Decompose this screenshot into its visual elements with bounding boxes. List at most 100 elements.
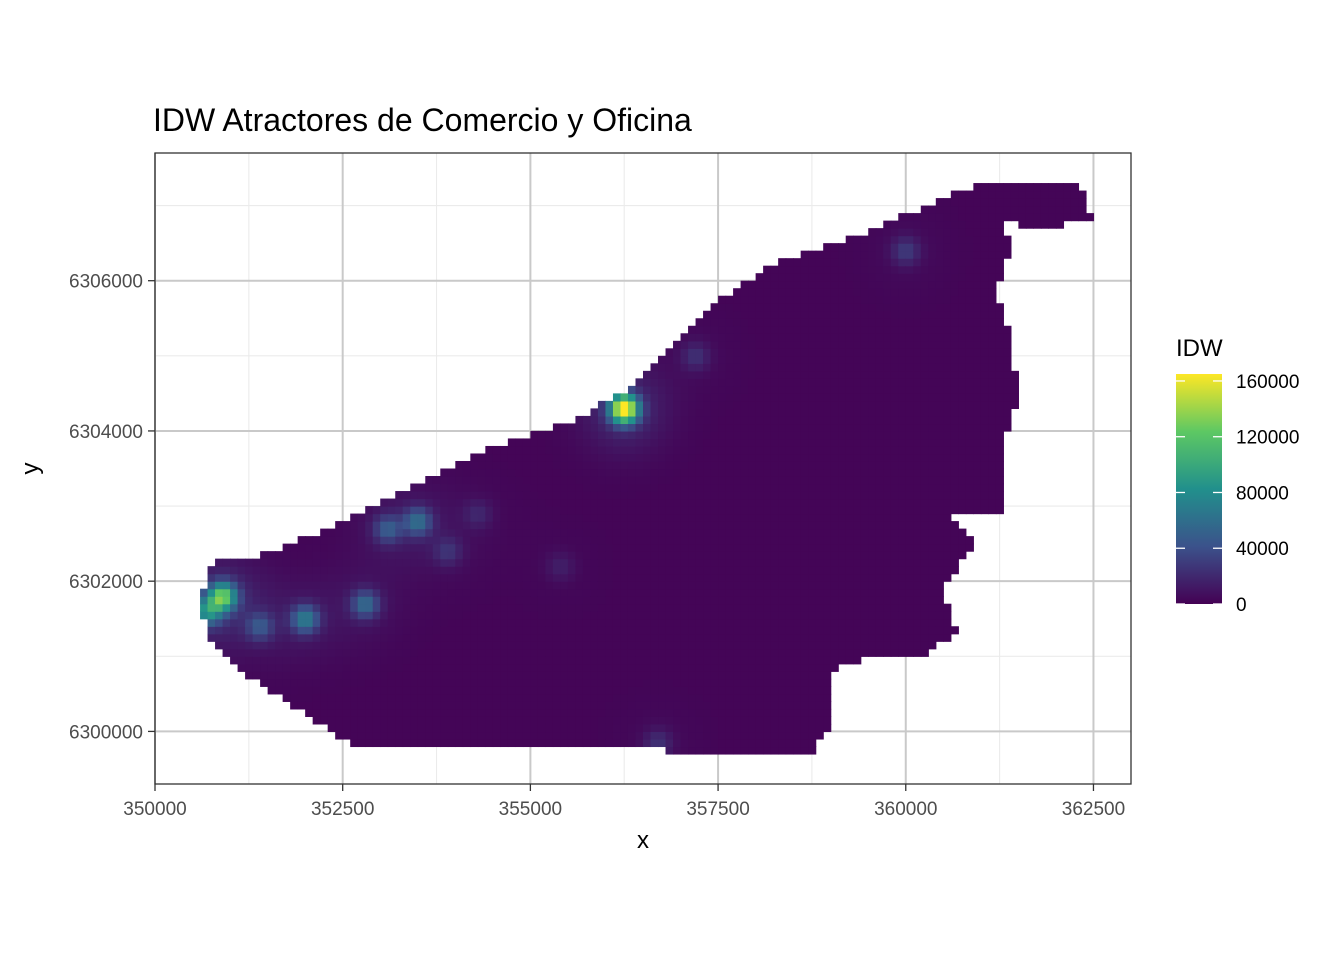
raster-cell (710, 558, 719, 567)
raster-cell (282, 551, 291, 560)
raster-cell (567, 716, 577, 725)
raster-cell (785, 716, 794, 725)
raster-cell (943, 573, 952, 582)
raster-cell (718, 378, 727, 387)
raster-cell (582, 460, 592, 470)
raster-cell (560, 671, 569, 680)
raster-cell (718, 723, 727, 733)
raster-cell (793, 633, 802, 642)
raster-cell (748, 378, 757, 387)
raster-cell (815, 250, 824, 259)
raster-cell (883, 528, 892, 537)
raster-cell (680, 648, 689, 657)
raster-cell (688, 430, 697, 440)
raster-cell (605, 678, 614, 687)
raster-cell (718, 716, 727, 725)
raster-cell (395, 618, 404, 627)
raster-cell (222, 596, 231, 605)
raster-cell (372, 648, 381, 657)
raster-cell (943, 506, 952, 515)
raster-cell (395, 543, 404, 552)
raster-cell (980, 325, 989, 334)
raster-cell (673, 723, 682, 733)
raster-cell (492, 738, 501, 748)
raster-cell (778, 340, 787, 349)
raster-cell (237, 611, 246, 620)
raster-cell (290, 596, 299, 605)
raster-cell (552, 491, 562, 500)
raster-cell (875, 310, 884, 319)
raster-cell (365, 678, 374, 687)
raster-cell (665, 430, 674, 440)
raster-cell (965, 430, 974, 440)
raster-cell (830, 648, 839, 657)
raster-cell (357, 566, 366, 575)
raster-cell (342, 536, 351, 545)
raster-cell (1033, 220, 1042, 229)
raster-cell (267, 633, 276, 642)
raster-cell (860, 415, 869, 425)
raster-cell (905, 528, 914, 537)
raster-cell (673, 378, 682, 387)
raster-cell (440, 708, 449, 717)
raster-cell (492, 618, 501, 627)
raster-cell (477, 618, 486, 627)
raster-cell (898, 325, 907, 334)
raster-cell (800, 543, 809, 552)
raster-cell (335, 731, 344, 740)
raster-cell (688, 498, 697, 507)
raster-cell (635, 393, 644, 402)
raster-cell (665, 656, 674, 665)
raster-cell (718, 693, 727, 702)
raster-cell (402, 581, 411, 590)
raster-cell (823, 708, 832, 717)
raster-cell (860, 423, 869, 432)
raster-cell (725, 648, 734, 657)
raster-cell (597, 686, 607, 695)
raster-cell (1003, 250, 1012, 259)
raster-cell (800, 746, 809, 755)
raster-cell (1003, 348, 1012, 357)
raster-cell (965, 415, 974, 425)
raster-cell (492, 581, 501, 590)
raster-cell (988, 205, 997, 214)
raster-cell (297, 618, 306, 627)
raster-cell (770, 581, 779, 590)
raster-cell (800, 528, 809, 537)
raster-cell (785, 641, 794, 650)
raster-cell (718, 438, 727, 447)
raster-cell (1063, 183, 1072, 192)
raster-cell (913, 393, 922, 402)
raster-cell (770, 393, 779, 402)
raster-cell (763, 273, 772, 282)
raster-cell (905, 491, 914, 500)
raster-cell (410, 581, 419, 590)
raster-cell (883, 430, 892, 440)
raster-cell (335, 671, 344, 680)
raster-cell (733, 746, 742, 755)
raster-cell (507, 701, 516, 710)
raster-cell (905, 220, 914, 229)
raster-cell (763, 385, 772, 394)
raster-cell (275, 626, 284, 635)
raster-cell (515, 558, 524, 567)
raster-cell (507, 551, 516, 560)
raster-cell (567, 588, 577, 597)
raster-cell (485, 558, 494, 567)
raster-cell (1018, 198, 1027, 207)
raster-cell (688, 513, 697, 522)
raster-cell (838, 491, 847, 500)
raster-cell (410, 543, 419, 552)
raster-cell (725, 611, 734, 620)
raster-cell (447, 558, 456, 567)
raster-cell (763, 460, 772, 470)
raster-cell (515, 536, 524, 545)
raster-cell (823, 678, 832, 687)
raster-cell (627, 648, 637, 657)
raster-cell (793, 288, 802, 297)
raster-cell (793, 445, 802, 455)
raster-cell (740, 528, 749, 537)
raster-cell (718, 603, 727, 612)
raster-cell (552, 611, 562, 620)
raster-cell (627, 618, 637, 627)
